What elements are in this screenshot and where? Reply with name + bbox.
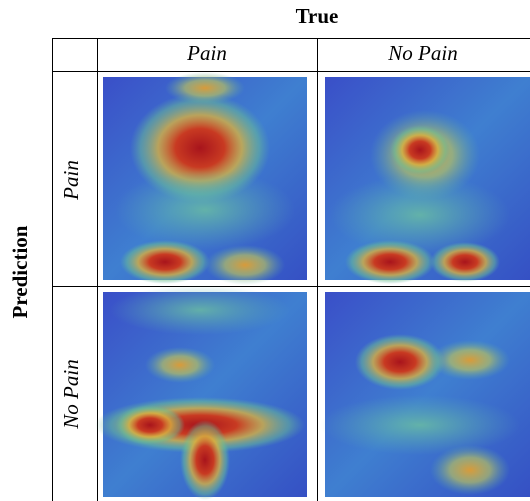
column-header: No Pain — [387, 41, 457, 65]
heatmap-image — [103, 72, 307, 285]
figure: True Pain No Pain Prediction Pain No Pai… — [0, 0, 530, 501]
row-header: Pain — [59, 160, 83, 201]
heatmap-image — [95, 285, 307, 500]
column-title: True — [296, 4, 339, 28]
page: {"header": {"title": "True", "columns": … — [0, 0, 530, 501]
row-header: No Pain — [59, 359, 83, 429]
heatmap-image — [320, 292, 530, 497]
row-title: Prediction — [8, 225, 32, 318]
heatmap-image — [325, 77, 530, 284]
column-header: Pain — [186, 41, 227, 65]
